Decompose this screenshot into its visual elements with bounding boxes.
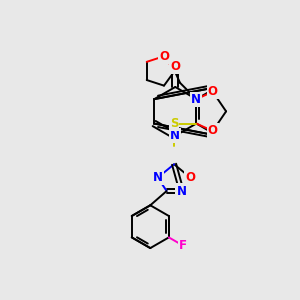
Text: N: N [176,184,187,197]
Text: O: O [159,50,169,63]
Text: O: O [208,85,218,98]
Text: O: O [170,60,180,73]
Text: N: N [191,93,201,106]
Text: O: O [185,171,195,184]
Text: N: N [170,129,180,142]
Text: S: S [170,117,178,130]
Text: F: F [179,239,187,252]
Text: N: N [153,171,163,184]
Text: O: O [208,124,218,137]
